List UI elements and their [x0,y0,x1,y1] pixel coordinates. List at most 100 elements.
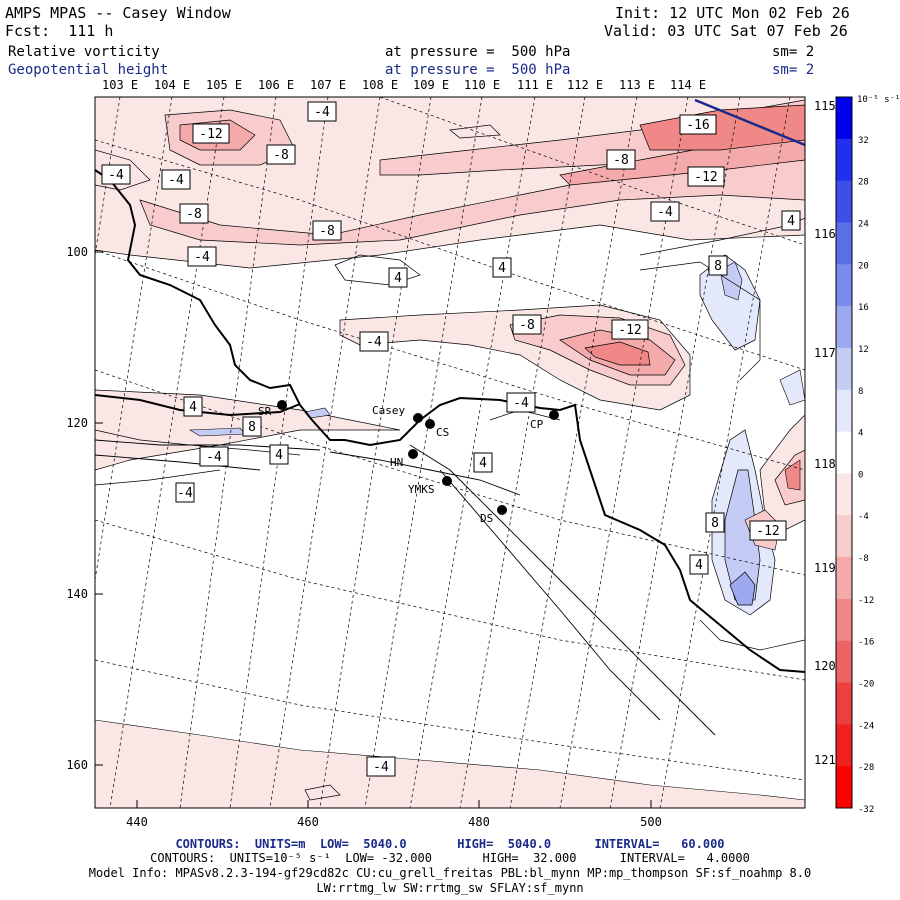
footer-line3: Model Info: MPASv8.2.3-194-gf29cd82c CU:… [88,866,812,880]
svg-text:-12: -12 [694,170,717,185]
svg-text:-4: -4 [373,760,389,775]
colorbar-label: 4 [858,429,863,439]
contour-label: -12 [192,123,230,144]
axis-ticks [95,251,652,808]
contour-label: 8 [708,255,728,276]
svg-text:8: 8 [714,259,722,274]
contour-label: 8 [705,512,725,533]
contour-label: 4 [689,554,709,575]
svg-text:-8: -8 [319,224,335,239]
colorbar-label: -8 [858,554,869,564]
svg-text:-16: -16 [686,118,709,133]
y-tick-label: 160 [66,758,88,772]
svg-text:-4: -4 [108,168,124,183]
colorbar-segment [836,724,852,767]
station-labels: SR Casey CS CP HN YMKS DS [258,404,544,525]
x-tick-label: 460 [297,815,319,829]
station-label: Casey [372,404,405,417]
svg-text:8: 8 [248,420,256,435]
station-label: DS [480,512,493,525]
colorbar-segment [836,598,852,642]
colorbar-label: -24 [858,721,874,731]
contour-label: -4 [187,246,217,267]
coastline [95,169,805,673]
contour-label: 4 [781,210,801,231]
colorbar-label: 20 [858,261,869,271]
field2-level: at pressure = 500 hPa [385,62,571,78]
y-tick-labels: 100 120 140 160 [66,245,88,772]
colorbar-segment [836,97,852,140]
svg-text:-8: -8 [613,153,629,168]
svg-text:-4: -4 [657,205,673,220]
contour-label: -12 [749,520,787,541]
colorbar-segment [836,431,852,474]
svg-text:4: 4 [695,558,703,573]
vorticity-fill-layer [95,97,805,808]
geopotential-contour [694,98,806,147]
colorbar-label: 32 [858,136,869,146]
lon-label: 106 E [258,78,295,92]
colorbar-label: -20 [858,680,874,690]
station-label: YMKS [408,483,435,496]
svg-text:-4: -4 [513,396,529,411]
y-tick-label: 120 [66,416,88,430]
station-marker-ds [497,505,507,515]
svg-text:4: 4 [394,271,402,286]
lon-label: 113 E [619,78,656,92]
x-tick-labels: 440 460 480 500 [126,815,662,829]
lon-label: 104 E [154,78,191,92]
colorbar-segment [836,306,852,349]
station-label: HN [390,456,403,469]
contour-label: 4 [473,452,493,473]
svg-text:-8: -8 [519,318,535,333]
contour-label: -4 [175,482,195,503]
svg-text:-4: -4 [168,173,184,188]
colorbar-segment [836,682,852,725]
contour-label: -12 [611,319,649,340]
colorbar-segment [836,766,852,809]
map-title: AMPS MPAS -- Casey Window [5,4,231,22]
field1-level: at pressure = 500 hPa [385,44,571,60]
contour-label: 4 [183,396,203,417]
colorbar-segment [836,515,852,558]
svg-text:-4: -4 [177,486,193,501]
field1-smooth: sm= 2 [772,44,815,60]
forecast-hour: Fcst: 111 h [5,22,114,40]
colorbar-segment [836,389,852,433]
colorbar-label: -12 [858,596,874,606]
colorbar-label: 12 [858,345,869,355]
footer-line4: LW:rrtmg_lw SW:rrtmg_sw SFLAY:sf_mynn [316,881,584,895]
contour-label: -4 [650,201,680,222]
colorbar-unit: 10⁻⁵ s⁻¹ [857,95,900,105]
contour-label: 4 [492,257,512,278]
svg-text:4: 4 [275,448,283,463]
lon-label: 114 E [670,78,707,92]
lon-label: 110 E [464,78,501,92]
svg-text:4: 4 [479,456,487,471]
colorbar-label: -4 [858,512,869,522]
svg-text:-12: -12 [756,524,779,539]
colorbar-segment [836,264,852,307]
colorbar-segment [836,180,852,223]
contour-label: -4 [366,756,396,777]
svg-text:4: 4 [787,214,795,229]
station-label: CP [530,418,544,431]
svg-text:-8: -8 [186,207,202,222]
colorbar-label: 8 [858,387,863,397]
contour-label: 4 [269,444,289,465]
y-tick-label: 140 [66,587,88,601]
colorbar: 32 28 24 20 16 12 8 4 0 -4 -8 -12 -16 -20 -24 -28 -32 [835,96,874,815]
colorbar-segment [836,473,852,516]
svg-text:-12: -12 [618,323,641,338]
lon-label: 107 E [310,78,347,92]
colorbar-label: -16 [858,638,874,648]
contour-label: -8 [266,144,296,165]
station-marker-sr [277,400,287,410]
svg-text:-4: -4 [314,105,330,120]
station-marker-cs [425,419,435,429]
station-marker-casey [413,413,423,423]
field2-name: Geopotential height [8,62,169,78]
contour-label: -8 [312,220,342,241]
station-label: CS [436,426,449,439]
lon-label: 103 E [102,78,139,92]
